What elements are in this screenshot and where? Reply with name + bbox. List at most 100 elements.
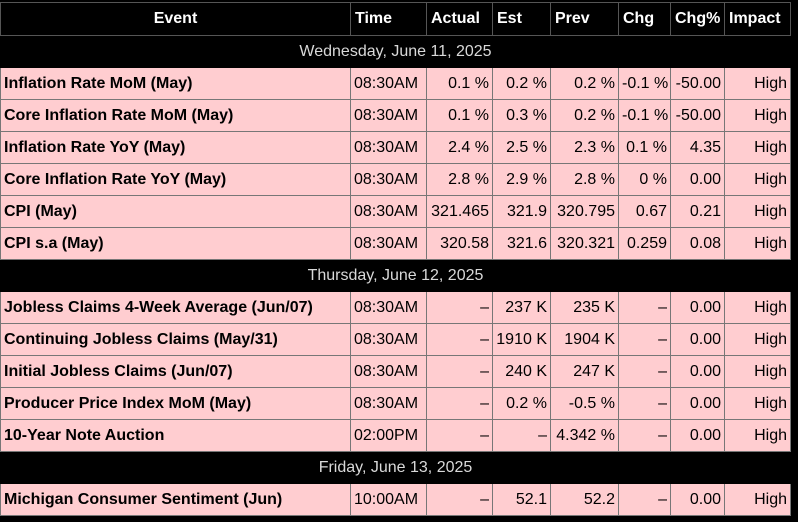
actual-cell: 2.8 % — [426, 163, 493, 196]
chgpct-cell: -50.00 — [670, 67, 725, 100]
date-label: Wednesday, June 11, 2025 — [0, 35, 791, 68]
time-cell: 08:30AM — [350, 227, 427, 260]
table-row[interactable]: CPI (May) 08:30AM 321.465 321.9 320.795 0.67 0… — [0, 195, 791, 228]
table-row[interactable]: Core Inflation Rate MoM (May) 08:30AM 0.1 … — [0, 99, 791, 132]
table-row[interactable]: Producer Price Index MoM (May) 08:30AM –0.… — [0, 387, 791, 420]
prev-cell: 235 K — [550, 291, 619, 324]
event-cell: CPI s.a (May) — [0, 227, 351, 260]
prev-cell: 52.2 — [550, 483, 619, 516]
table-body: Wednesday, June 11, 2025 Inflation Rate M… — [0, 35, 791, 516]
chgpct-cell: 4.35 — [670, 131, 725, 164]
chg-cell: – — [618, 291, 671, 324]
prev-cell: 1904 K — [550, 323, 619, 356]
impact-cell: High — [724, 131, 791, 164]
time-cell: 08:30AM — [350, 291, 427, 324]
est-cell: – — [492, 419, 551, 452]
event-cell: Core Inflation Rate YoY (May) — [0, 163, 351, 196]
chg-cell: -0.1 % — [618, 67, 671, 100]
table-row[interactable]: Inflation Rate YoY (May) 08:30AM 2.4 % 2.5 … — [0, 131, 791, 164]
prev-cell: 320.795 — [550, 195, 619, 228]
est-cell: 2.9 % — [492, 163, 551, 196]
event-cell: Continuing Jobless Claims (May/31) — [0, 323, 351, 356]
col-actual-header[interactable]: Actual — [426, 2, 493, 36]
col-impact-header[interactable]: Impact — [724, 2, 791, 36]
est-cell: 0.3 % — [492, 99, 551, 132]
table-row[interactable]: CPI s.a (May) 08:30AM 320.58 321.6 320.321 0.… — [0, 227, 791, 260]
date-label: Friday, June 13, 2025 — [0, 451, 791, 484]
chgpct-cell: 0.00 — [670, 291, 725, 324]
table-row[interactable]: Core Inflation Rate YoY (May) 08:30AM 2.8 … — [0, 163, 791, 196]
chgpct-cell: -50.00 — [670, 99, 725, 132]
prev-cell: 0.2 % — [550, 67, 619, 100]
est-cell: 321.6 — [492, 227, 551, 260]
chgpct-cell: 0.00 — [670, 163, 725, 196]
prev-cell: 247 K — [550, 355, 619, 388]
impact-cell: High — [724, 483, 791, 516]
chg-cell: 0.67 — [618, 195, 671, 228]
prev-cell: -0.5 % — [550, 387, 619, 420]
chg-cell: – — [618, 483, 671, 516]
impact-cell: High — [724, 99, 791, 132]
prev-cell: 2.3 % — [550, 131, 619, 164]
actual-cell: – — [426, 419, 493, 452]
chg-cell: 0 % — [618, 163, 671, 196]
table-row[interactable]: Continuing Jobless Claims (May/31) 08:30A… — [0, 323, 791, 356]
impact-cell: High — [724, 227, 791, 260]
actual-cell: 0.1 % — [426, 99, 493, 132]
est-cell: 0.2 % — [492, 67, 551, 100]
date-label: Thursday, June 12, 2025 — [0, 259, 791, 292]
event-cell: 10-Year Note Auction — [0, 419, 351, 452]
time-cell: 08:30AM — [350, 99, 427, 132]
col-time-header[interactable]: Time — [350, 2, 427, 36]
est-cell: 2.5 % — [492, 131, 551, 164]
impact-cell: High — [724, 195, 791, 228]
actual-cell: 0.1 % — [426, 67, 493, 100]
col-chg-header[interactable]: Chg — [618, 2, 671, 36]
event-cell: Jobless Claims 4-Week Average (Jun/07) — [0, 291, 351, 324]
event-cell: Inflation Rate MoM (May) — [0, 67, 351, 100]
est-cell: 321.9 — [492, 195, 551, 228]
actual-cell: – — [426, 483, 493, 516]
prev-cell: 2.8 % — [550, 163, 619, 196]
table-row[interactable]: Inflation Rate MoM (May) 08:30AM 0.1 % 0.2 … — [0, 67, 791, 100]
est-cell: 240 K — [492, 355, 551, 388]
table-row[interactable]: Initial Jobless Claims (Jun/07) 08:30AM –2… — [0, 355, 791, 388]
impact-cell: High — [724, 323, 791, 356]
time-cell: 08:30AM — [350, 195, 427, 228]
col-event-header[interactable]: Event — [0, 2, 351, 36]
actual-cell: – — [426, 323, 493, 356]
chg-cell: – — [618, 323, 671, 356]
col-prev-header[interactable]: Prev — [550, 2, 619, 36]
event-cell: Inflation Rate YoY (May) — [0, 131, 351, 164]
chg-cell: – — [618, 387, 671, 420]
time-cell: 08:30AM — [350, 67, 427, 100]
time-cell: 10:00AM — [350, 483, 427, 516]
table-row[interactable]: Jobless Claims 4-Week Average (Jun/07) 08… — [0, 291, 791, 324]
time-cell: 08:30AM — [350, 387, 427, 420]
date-group-row: Friday, June 13, 2025 — [0, 451, 791, 484]
event-cell: Producer Price Index MoM (May) — [0, 387, 351, 420]
impact-cell: High — [724, 387, 791, 420]
chgpct-cell: 0.00 — [670, 483, 725, 516]
chg-cell: – — [618, 355, 671, 388]
col-chgpct-header[interactable]: Chg% — [670, 2, 725, 36]
time-cell: 08:30AM — [350, 131, 427, 164]
economic-calendar-table: Event Time Actual Est Prev Chg Chg% Impa… — [0, 2, 791, 516]
event-cell: Initial Jobless Claims (Jun/07) — [0, 355, 351, 388]
chg-cell: 0.259 — [618, 227, 671, 260]
chgpct-cell: 0.00 — [670, 419, 725, 452]
time-cell: 08:30AM — [350, 355, 427, 388]
table-row[interactable]: 10-Year Note Auction 02:00PM – –4.342 % –0.0… — [0, 419, 791, 452]
est-cell: 52.1 — [492, 483, 551, 516]
date-group-row: Thursday, June 12, 2025 — [0, 259, 791, 292]
table-row[interactable]: Michigan Consumer Sentiment (Jun) 10:00AM… — [0, 483, 791, 516]
actual-cell: 321.465 — [426, 195, 493, 228]
chgpct-cell: 0.21 — [670, 195, 725, 228]
time-cell: 08:30AM — [350, 163, 427, 196]
actual-cell: – — [426, 291, 493, 324]
impact-cell: High — [724, 67, 791, 100]
col-est-header[interactable]: Est — [492, 2, 551, 36]
event-cell: Core Inflation Rate MoM (May) — [0, 99, 351, 132]
event-cell: CPI (May) — [0, 195, 351, 228]
chg-cell: 0.1 % — [618, 131, 671, 164]
